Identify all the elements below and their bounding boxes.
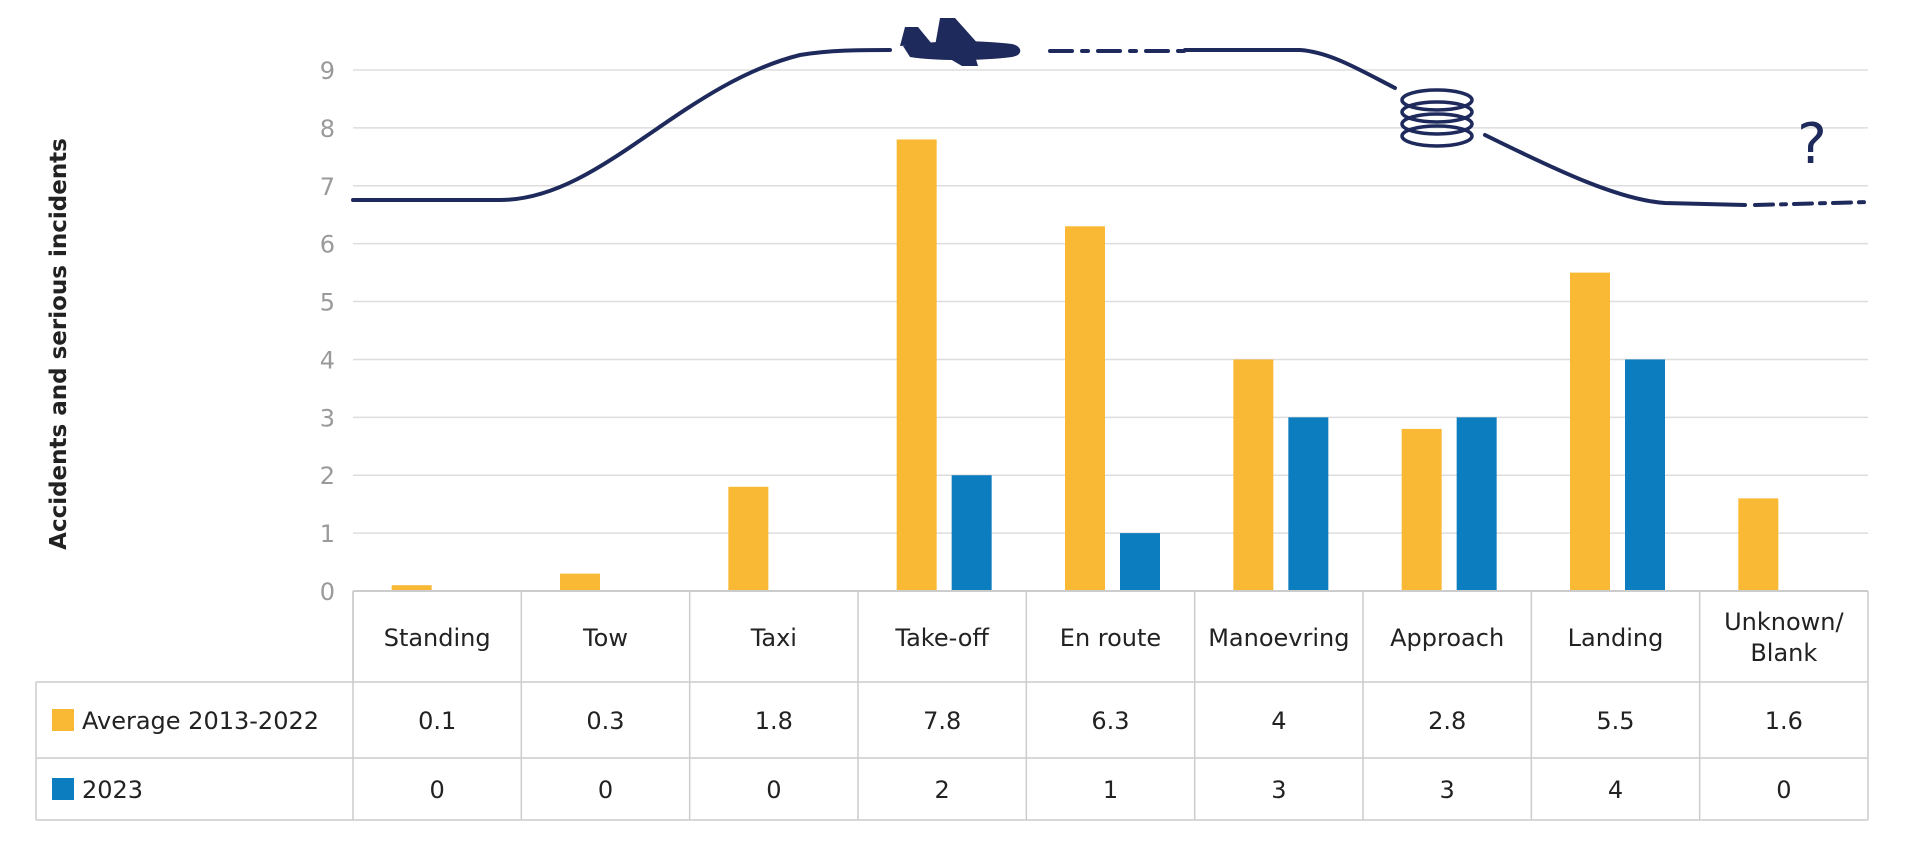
- bar: [560, 573, 600, 591]
- flight-profile: [351, 48, 1872, 207]
- table-cell: 1.8: [755, 707, 793, 735]
- bar: [1625, 359, 1665, 591]
- y-tick-label: 7: [320, 173, 335, 201]
- profile-climb-line: [351, 48, 892, 202]
- y-axis-ticks: 0 1 2 3 4 5 6 7 8 9: [320, 57, 335, 606]
- table-cell: 4: [1608, 776, 1623, 804]
- x-tick-label: Manoevring: [1208, 624, 1349, 652]
- x-tick-label: Taxi: [750, 624, 797, 652]
- y-tick-label: 8: [320, 115, 335, 143]
- y-tick-label: 4: [320, 346, 335, 374]
- x-tick-label: Tow: [582, 624, 628, 652]
- table-cell: 1: [1103, 776, 1118, 804]
- gridlines: [353, 69, 1868, 534]
- bar: [1288, 417, 1329, 591]
- table-cell: 0: [1776, 776, 1791, 804]
- bar: [1456, 417, 1497, 591]
- legend-swatch: [52, 778, 74, 800]
- x-tick-label: Take-off: [894, 624, 989, 652]
- y-tick-label: 9: [320, 57, 335, 85]
- table-cell: 2.8: [1428, 707, 1466, 735]
- table-cell: 0.1: [418, 707, 456, 735]
- bar: [391, 585, 432, 591]
- profile-descent-line: [1483, 133, 1747, 207]
- y-axis-label: Accidents and serious incidents: [46, 138, 72, 550]
- y-tick-label: 5: [320, 289, 335, 317]
- table-cell: 1.6: [1765, 707, 1803, 735]
- bar: [1120, 533, 1160, 591]
- y-tick-label: 0: [320, 578, 335, 606]
- x-tick-label: Landing: [1568, 624, 1664, 652]
- bar: [1570, 272, 1610, 591]
- legend-label: 2023: [82, 776, 143, 804]
- x-tick-label: Approach: [1390, 624, 1504, 652]
- y-tick-label: 6: [320, 231, 335, 259]
- bar: [1233, 359, 1274, 591]
- bar: [1065, 226, 1105, 592]
- x-tick-label: En route: [1060, 624, 1161, 652]
- bar: [728, 486, 769, 591]
- table-cell: 4: [1271, 707, 1286, 735]
- table-cell: 6.3: [1091, 707, 1129, 735]
- table-cell: 3: [1271, 776, 1286, 804]
- x-tick-label: Standing: [384, 624, 491, 652]
- x-tick-label: Unknown/Blank: [1724, 608, 1844, 667]
- y-tick-label: 2: [320, 462, 335, 490]
- table-cell: 0: [598, 776, 613, 804]
- bar: [951, 475, 992, 591]
- data-table: Standing Tow Taxi Take-off En route Manoevrin…: [35, 591, 1869, 821]
- profile-cruise-line: [1183, 48, 1397, 90]
- airplane-icon: [900, 18, 1021, 66]
- table-cell: 0.3: [586, 707, 624, 735]
- legend-swatch: [52, 709, 74, 731]
- question-mark-icon: ?: [1797, 112, 1827, 177]
- bars: [391, 139, 1779, 592]
- holding-pattern-icon: [1400, 88, 1474, 148]
- table-cell: 0: [766, 776, 781, 804]
- bar: [1401, 428, 1442, 591]
- table-cell: 5.5: [1596, 707, 1634, 735]
- y-tick-label: 1: [320, 520, 335, 548]
- table-cell: 0: [430, 776, 445, 804]
- table-cell: 3: [1440, 776, 1455, 804]
- profile-end-dashed-line: [1753, 200, 1872, 207]
- y-tick-label: 3: [320, 404, 335, 432]
- legend-label: Average 2013-2022: [82, 707, 319, 735]
- bar: [1738, 498, 1779, 591]
- table-cell: 7.8: [923, 707, 961, 735]
- bar: [896, 139, 937, 591]
- table-cell: 2: [935, 776, 950, 804]
